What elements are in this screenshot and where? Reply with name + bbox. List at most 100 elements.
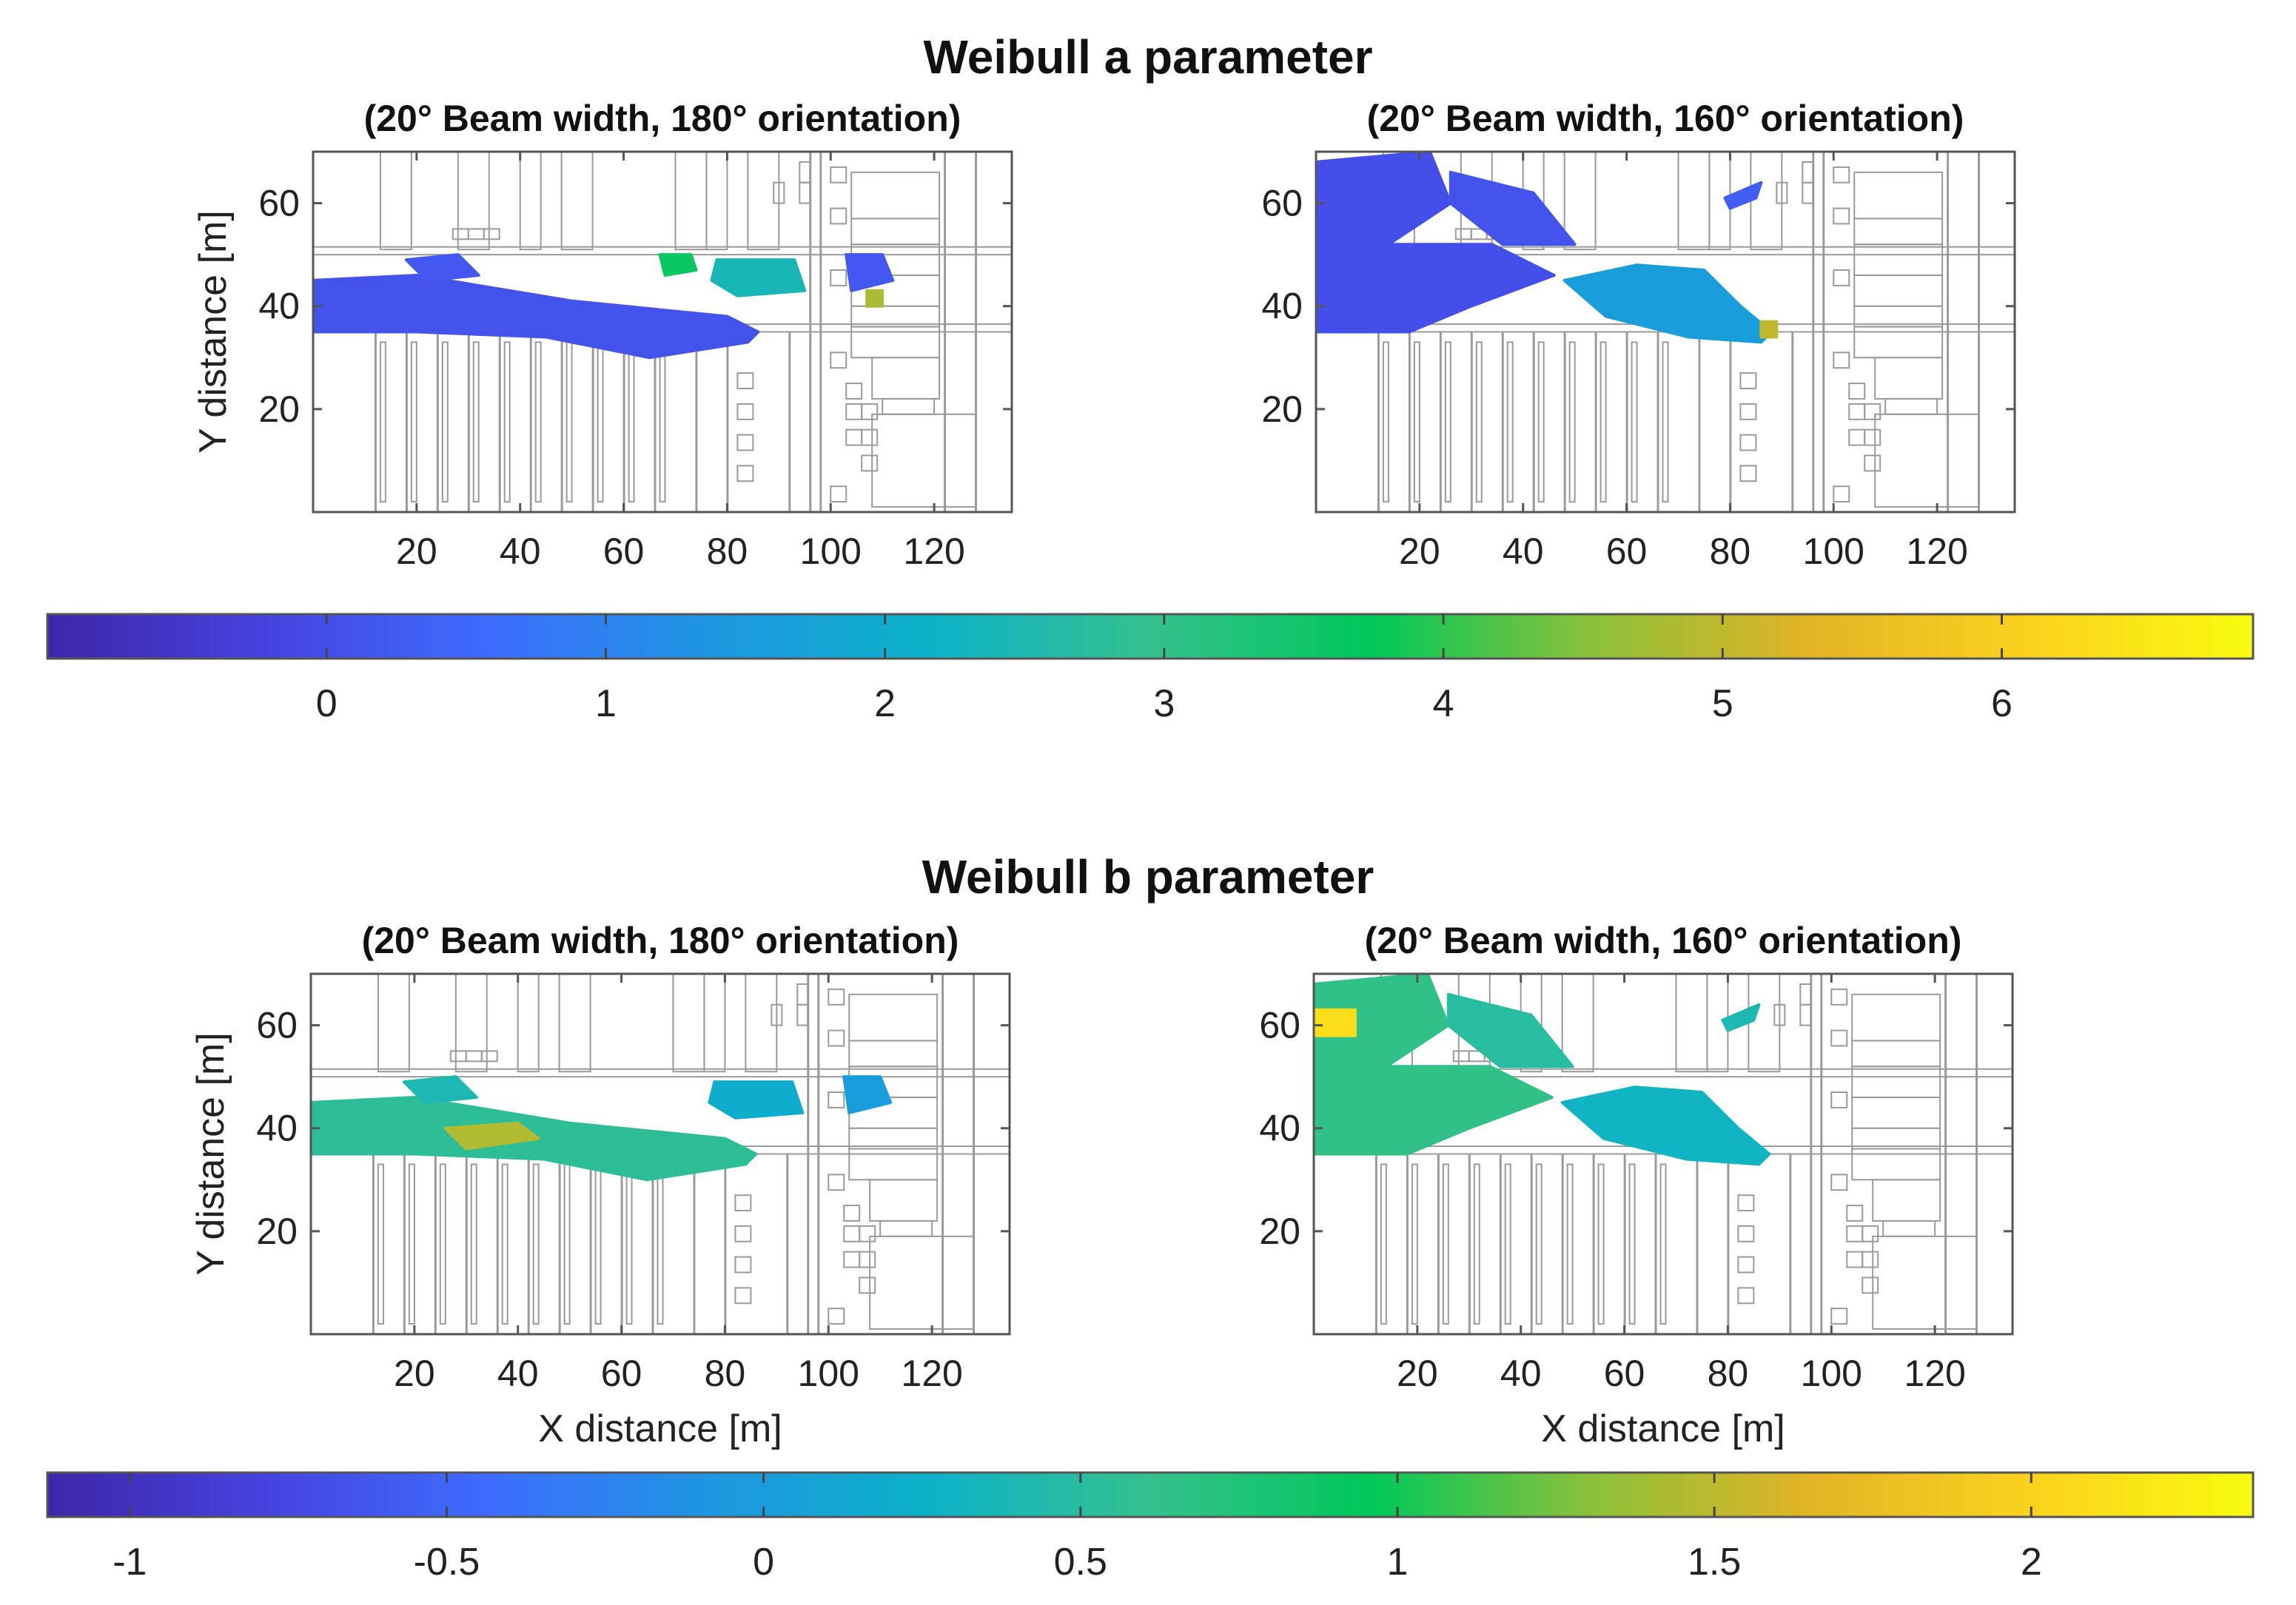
floorplan-outline (1820, 974, 1823, 1334)
floorplan-outline (1454, 228, 1472, 240)
heat-region-east-plume (1560, 1086, 1771, 1166)
floorplan-outline (882, 397, 936, 415)
colorbar-tick-label: 1 (1387, 1541, 1409, 1584)
floorplan-outline (1739, 434, 1757, 451)
floorplan-outline (449, 1050, 467, 1063)
floorplan-outline (1662, 341, 1669, 503)
floorplan-outline (1535, 1163, 1543, 1325)
floorplan-outline (434, 1153, 437, 1334)
floorplan-outline (871, 413, 977, 508)
floorplan-outline (828, 1308, 845, 1325)
floorplan-outline (1739, 372, 1757, 390)
floorplan-outline (771, 1003, 783, 1026)
floorplan-outline (517, 974, 540, 1073)
x-tick-label: 60 (601, 1353, 642, 1394)
heat-region-fleck (1721, 1003, 1761, 1032)
floorplan-outline (1737, 1256, 1755, 1273)
floorplan-outline (1851, 1096, 1941, 1129)
floorplan-outline (1776, 181, 1788, 204)
y-tick-label: 40 (1261, 286, 1303, 327)
floorplan-outline (472, 341, 480, 503)
heat-region-patch-a (658, 253, 698, 277)
axes-frame (312, 150, 1013, 514)
floorplan-outline (796, 983, 809, 1006)
y-tick-label: 40 (258, 286, 300, 327)
floorplan-outline (1468, 1153, 1471, 1334)
floorplan-outline (379, 152, 412, 251)
floorplan-outline (1442, 1163, 1449, 1325)
x-axis-label: X distance [m] (538, 1407, 782, 1450)
x-tick-label: 120 (1906, 531, 1967, 572)
floorplan-outline (377, 974, 410, 1073)
y-tick-label: 60 (1259, 1005, 1300, 1046)
floorplan-outline (377, 1163, 384, 1325)
floorplan-outline (1625, 331, 1628, 512)
floorplan-outline (734, 1194, 752, 1212)
floorplan-outline (1737, 1225, 1755, 1242)
heat-region-west-block (1316, 152, 1556, 334)
floorplan-outline (1677, 152, 1711, 251)
floorplan-outline (1316, 246, 2015, 256)
floorplan-outline (374, 331, 377, 512)
floorplan-outline (534, 341, 542, 503)
floorplan-outline (845, 403, 863, 420)
subplot-title: (20° Beam width, 160° orientation) (1367, 98, 1964, 139)
floorplan-outline (734, 1287, 752, 1305)
floorplan-outline (654, 331, 657, 512)
floorplan-outline (734, 1225, 752, 1242)
floorplan-outline (1848, 383, 1866, 400)
floorplan-outline (532, 1163, 540, 1325)
floorplan-outline (1833, 351, 1850, 369)
floorplan-outline (1737, 1287, 1755, 1305)
floorplan-outline (1537, 341, 1545, 503)
colorbar-tick-label: 2 (2021, 1541, 2042, 1584)
x-axis-label: X distance [m] (1541, 1407, 1785, 1450)
floorplan-outline (1846, 1205, 1864, 1222)
floorplan-outline (1791, 331, 1794, 512)
floorplan-outline (1411, 1163, 1418, 1325)
x-tick-label: 80 (707, 531, 748, 572)
panel-plot-area (1314, 974, 2013, 1334)
floorplan-outline (845, 428, 863, 446)
floorplan-outline (1314, 1068, 2013, 1078)
floorplan-outline (830, 207, 847, 225)
floorplan-outline (1437, 1153, 1440, 1334)
floorplan-outline (861, 403, 879, 420)
floorplan-outline (745, 974, 778, 1073)
heat-region-patch-c (842, 1075, 893, 1114)
floorplan-outline (1628, 1163, 1636, 1325)
floorplan-outline (503, 341, 511, 503)
floorplan-outline (1597, 1163, 1605, 1325)
floorplan-outline (1530, 1153, 1533, 1334)
floorplan-outline (1810, 974, 1813, 1334)
floorplan-outline (1600, 341, 1607, 503)
floorplan-outline (828, 988, 845, 1006)
floorplan-outline (1566, 1163, 1574, 1325)
floorplan-outline (1830, 1308, 1848, 1325)
floorplan-outline (1830, 1091, 1848, 1108)
floorplan-outline (848, 1040, 939, 1068)
floorplan-outline (843, 1251, 861, 1268)
floorplan-outline (1853, 218, 1944, 246)
floorplan-outline (828, 1174, 845, 1191)
floorplan-outline (1853, 243, 1944, 276)
floorplan-outline (465, 1153, 468, 1334)
floorplan-outline (467, 228, 485, 240)
floorplan-outline (1853, 171, 1944, 220)
floorplan-outline (1862, 1276, 1879, 1294)
floorplan-outline (817, 974, 820, 1334)
colorbar-tick-label: -1 (113, 1541, 147, 1584)
heat-region-east-plume (1562, 263, 1773, 344)
floorplan-outline (1944, 974, 1947, 1334)
floorplan-outline (1851, 993, 1941, 1042)
floorplan-outline (1675, 974, 1708, 1073)
floorplan-outline (657, 1163, 664, 1325)
floorplan-outline (594, 1163, 602, 1325)
floorplan-outline (501, 1163, 508, 1325)
floorplan-outline (1382, 341, 1389, 503)
x-tick-label: 60 (603, 531, 645, 572)
floorplan-outline (1978, 152, 1981, 512)
floorplan-outline (830, 269, 847, 286)
floorplan-outline (1439, 331, 1442, 512)
